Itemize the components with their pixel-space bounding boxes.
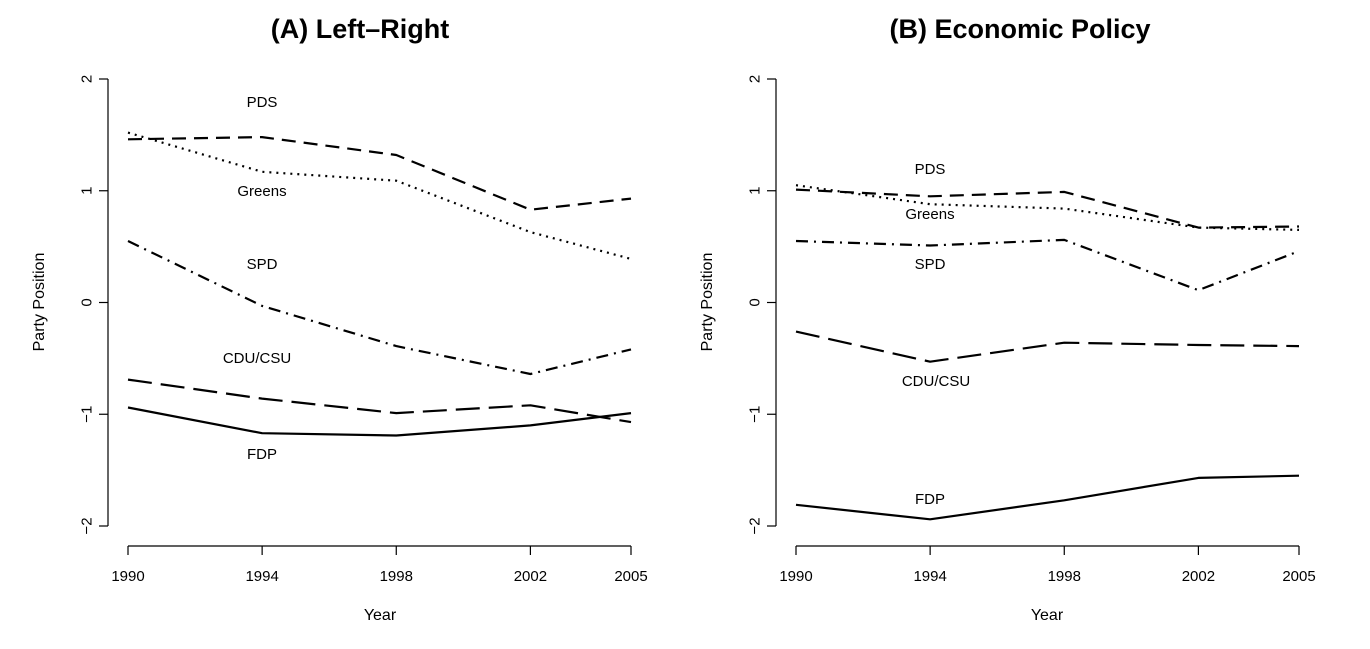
- x-tick-label: 2002: [1182, 568, 1215, 585]
- series-label-greens: Greens: [237, 183, 286, 200]
- x-axis-label: Year: [1031, 607, 1064, 624]
- x-tick-label: 1990: [111, 568, 144, 585]
- series-label-spd: SPD: [247, 256, 278, 273]
- series-line-spd: [795, 238, 1300, 292]
- series-label-cdu-csu: CDU/CSU: [902, 373, 970, 390]
- series-label-cdu-csu: CDU/CSU: [223, 350, 291, 367]
- x-tick-label: 1998: [380, 568, 413, 585]
- x-tick-label: 2002: [514, 568, 547, 585]
- panel-left-right: (A) Left–Right Party Position Year −2 −1 0…: [31, 14, 648, 624]
- series-label-pds: PDS: [915, 161, 946, 178]
- y-tick-label: −2: [746, 517, 763, 534]
- y-axis-label: Party Position: [31, 253, 48, 352]
- x-tick-label: 2005: [1282, 568, 1315, 585]
- series-line-fdp: [127, 406, 632, 437]
- series-label-spd: SPD: [915, 256, 946, 273]
- chart-title: (B) Economic Policy: [889, 14, 1150, 44]
- x-tick-label: 1994: [245, 568, 278, 585]
- series-line-pds: [127, 136, 632, 211]
- x-tick-label: 2005: [614, 568, 647, 585]
- series-label-fdp: FDP: [247, 446, 277, 463]
- series-line-greens: [127, 131, 632, 260]
- y-tick-label: 1: [746, 187, 763, 195]
- series-label-greens: Greens: [905, 206, 954, 223]
- x-axis-label: Year: [364, 607, 397, 624]
- series-line-spd: [127, 240, 632, 376]
- y-tick-label: 2: [78, 75, 95, 83]
- series-line-pds: [795, 188, 1300, 229]
- y-tick-label: −1: [78, 406, 95, 423]
- x-tick-label: 1994: [913, 568, 946, 585]
- y-tick-label: 2: [746, 75, 763, 83]
- series-line-cdu-csu: [127, 378, 632, 424]
- y-tick-label: −1: [746, 406, 763, 423]
- y-tick-label: 0: [78, 298, 95, 306]
- x-tick-label: 1998: [1048, 568, 1081, 585]
- chart-title: (A) Left–Right: [271, 14, 449, 44]
- x-axis: 1990 1994 1998 2002 2005: [111, 545, 648, 585]
- series-line-fdp: [795, 474, 1300, 521]
- series-label-fdp: FDP: [915, 491, 945, 508]
- y-tick-label: −2: [78, 517, 95, 534]
- y-axis: −2 −1 0 1 2: [746, 75, 777, 535]
- x-tick-label: 1990: [779, 568, 812, 585]
- y-tick-label: 1: [78, 187, 95, 195]
- series-line-cdu-csu: [795, 330, 1300, 363]
- panel-economic-policy: (B) Economic Policy Party Position Year …: [699, 14, 1316, 624]
- y-axis: −2 −1 0 1 2: [78, 75, 109, 535]
- y-tick-label: 0: [746, 298, 763, 306]
- series-label-pds: PDS: [247, 94, 278, 111]
- y-axis-label: Party Position: [699, 253, 716, 352]
- x-axis: 1990 1994 1998 2002 2005: [779, 545, 1316, 585]
